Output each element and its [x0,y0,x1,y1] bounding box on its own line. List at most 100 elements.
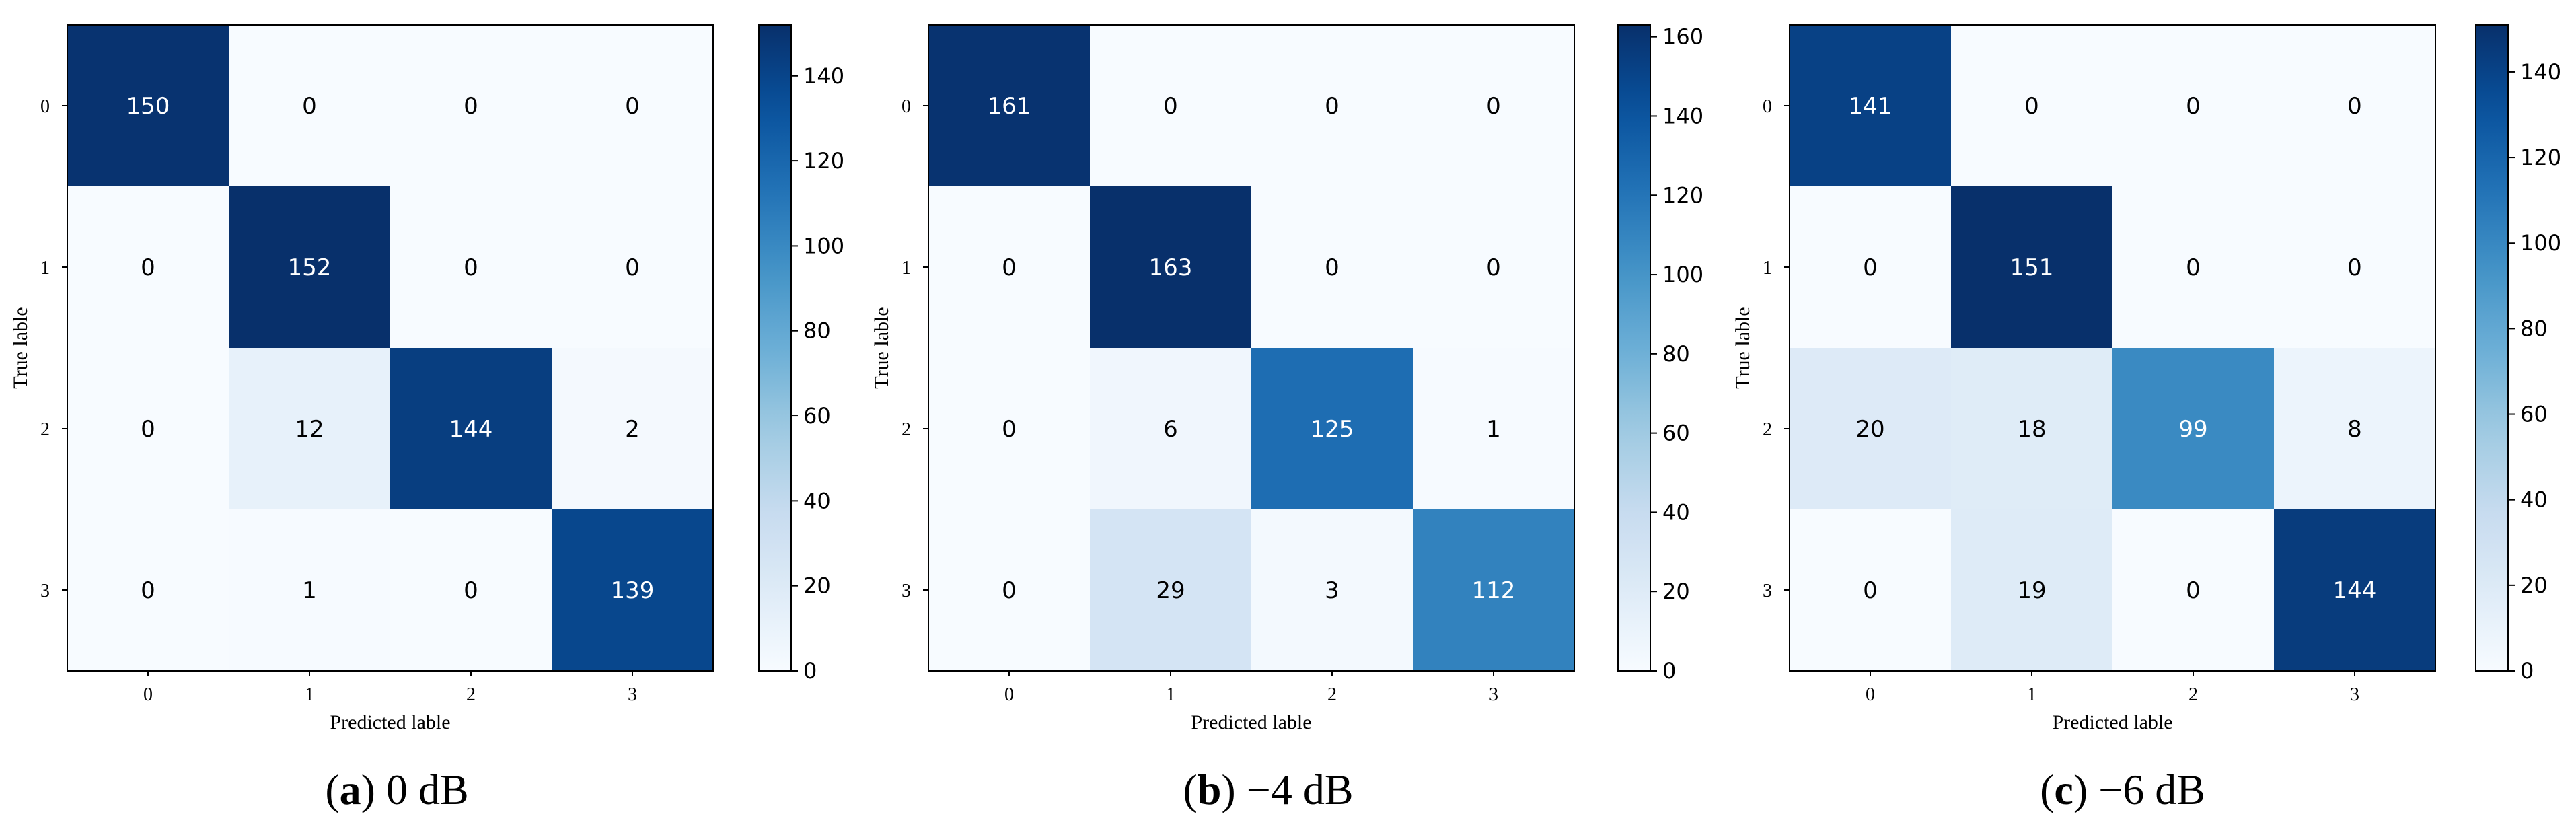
colorbar-tick-label: 120 [1662,182,1703,208]
colorbar-tick-label: 60 [2520,402,2548,427]
panel-caption: (b) −4 dB [1183,766,1354,813]
cell-value-label: 6 [1163,416,1178,443]
cell-value-label: 112 [1472,577,1516,604]
heatmap-cell [1790,186,1951,348]
colorbar-tick-label: 80 [2520,316,2548,341]
colorbar-tick-label: 0 [1662,658,1676,684]
heatmap-cell [390,348,552,509]
cell-value-label: 20 [1855,416,1884,443]
cell-value-label: 3 [1325,577,1339,604]
colorbar-tick-label: 20 [2520,573,2548,598]
cell-value-label: 0 [1863,254,1878,281]
heatmap-cell [1951,25,2112,186]
plot-frame [928,24,1575,672]
heatmap-cell [229,186,390,348]
heatmap-cell [1090,509,1251,671]
heatmap-cell [390,186,552,348]
x-axis-title: Predicted lable [1191,711,1311,733]
heatmap-cell [1251,509,1413,671]
cell-value-label: 0 [464,93,478,120]
heatmap-cell [1413,348,1574,509]
heatmap-cell [1951,348,2112,509]
heatmap-cell [928,186,1090,348]
heatmap-cell [1790,25,1951,186]
heatmap-cell [1413,25,1574,186]
cell-value-label: 19 [2017,577,2046,604]
cell-value-label: 0 [1325,254,1339,281]
colorbar [2475,24,2509,672]
cell-value-label: 18 [2017,416,2046,443]
heatmap-cell [2274,509,2435,671]
cell-value-label: 152 [288,254,332,281]
cell-value-label: 0 [141,416,155,443]
colorbar-tick-label: 0 [803,658,817,684]
heatmap-cell [67,186,229,348]
colorbar-tick-label: 120 [2520,145,2561,170]
panel-caption-text: −4 dB [1236,766,1354,813]
x-axis-title: Predicted lable [330,711,450,733]
cell-value-label: 8 [2347,416,2362,443]
cell-value-label: 99 [2178,416,2207,443]
cell-value-label: 0 [1863,577,1878,604]
colorbar-tick-label: 20 [803,573,831,599]
cell-value-label: 144 [2333,577,2377,604]
heatmap-cell [552,186,713,348]
x-tick-label: 0 [1866,684,1875,705]
cell-value-label: 150 [126,93,170,120]
x-tick-label: 3 [2350,684,2359,705]
x-tick-label: 0 [143,684,153,705]
cell-value-label: 0 [1163,93,1178,120]
panel-caption-letter: c [2054,766,2073,813]
panel-caption-letter: a [340,766,361,813]
heatmap-cell [928,348,1090,509]
heatmap-cell [1951,186,2112,348]
cell-value-label: 141 [1849,93,1892,120]
cell-value-label: 0 [302,93,317,120]
x-tick-label: 2 [1327,684,1337,705]
cell-value-label: 0 [2186,254,2201,281]
heatmap-cell [1413,509,1574,671]
cell-value-label: 151 [2010,254,2054,281]
colorbar-tick-label: 0 [2520,658,2534,684]
colorbar-tick-label: 100 [803,233,844,258]
colorbar-tick-label: 160 [1662,24,1703,50]
panel-caption-text: 0 dB [375,766,469,813]
plot-frame [1789,24,2436,672]
colorbar [758,24,792,672]
heatmap-cell [552,509,713,671]
colorbar-tick-label: 100 [2520,230,2561,256]
heatmap-cell [229,509,390,671]
colorbar-tick-label: 120 [803,148,844,174]
panel-caption-text: −6 dB [2088,766,2205,813]
cell-value-label: 0 [141,577,155,604]
panel-caption: (c) −6 dB [2040,766,2205,813]
cell-value-label: 1 [1486,416,1501,443]
x-tick-label: 3 [628,684,637,705]
y-tick-label: 1 [901,258,911,279]
heatmap-cell [2112,186,2274,348]
colorbar-tick-label: 40 [1662,499,1690,525]
heatmap-cell [2274,186,2435,348]
cell-value-label: 0 [141,254,155,281]
y-tick-label: 0 [901,96,911,117]
confusion-matrix-panel: 161 0 0 0 0 163 0 0 0 6 125 1 0 29 3 112 0 1 2 3 0 1 2 3 Predict… [871,24,1703,813]
heatmap-cell [928,509,1090,671]
y-tick-label: 0 [40,96,50,117]
cell-value-label: 1 [302,577,317,604]
x-tick-label: 1 [305,684,314,705]
heatmap-cell [2112,25,2274,186]
heatmap-cell [1790,348,1951,509]
y-tick-label: 0 [1763,96,1772,117]
colorbar-tick-label: 140 [1662,103,1703,129]
heatmap-cell [2112,509,2274,671]
heatmap-cell [1790,509,1951,671]
colorbar-tick-label: 60 [803,403,831,429]
cell-value-label: 0 [625,93,640,120]
x-tick-label: 2 [2188,684,2198,705]
heatmap-cell [390,25,552,186]
cell-value-label: 0 [2186,577,2201,604]
cell-value-label: 0 [1002,577,1017,604]
colorbar-tick-label: 40 [803,488,831,513]
